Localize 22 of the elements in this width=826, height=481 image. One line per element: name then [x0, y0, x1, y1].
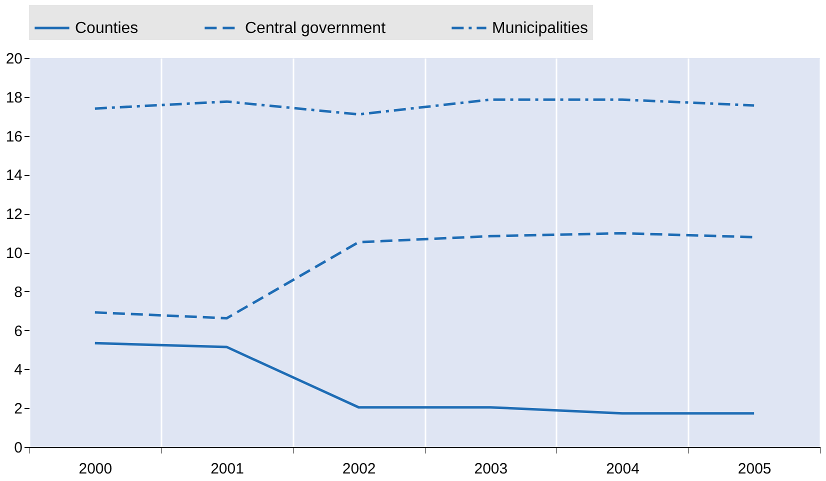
y-tick-label: 0 — [14, 440, 22, 456]
legend-label: Municipalities — [492, 20, 588, 37]
x-tick-label: 2003 — [474, 460, 508, 478]
x-tick-label: 2001 — [210, 460, 244, 478]
y-tick-label: 12 — [6, 206, 22, 224]
y-tick-label: 6 — [14, 322, 22, 340]
x-tick-label: 2000 — [78, 460, 112, 478]
y-tick-label: 14 — [6, 167, 22, 184]
x-tick-label: 2005 — [738, 460, 772, 478]
y-tick-label: 4 — [14, 362, 22, 379]
y-tick-label: 8 — [14, 284, 22, 301]
x-tick-label: 2004 — [606, 460, 640, 478]
y-tick-label: 2 — [14, 400, 22, 418]
y-tick-label: 16 — [6, 128, 22, 146]
legend-label: Counties — [75, 20, 138, 37]
y-tick-label: 18 — [6, 89, 22, 106]
y-tick-label: 10 — [6, 245, 22, 262]
line-series — [94, 98, 756, 116]
legend-label: Central government — [245, 20, 386, 37]
y-tick-label: 20 — [6, 50, 22, 68]
x-tick-label: 2002 — [342, 460, 376, 478]
line-series — [94, 342, 756, 415]
